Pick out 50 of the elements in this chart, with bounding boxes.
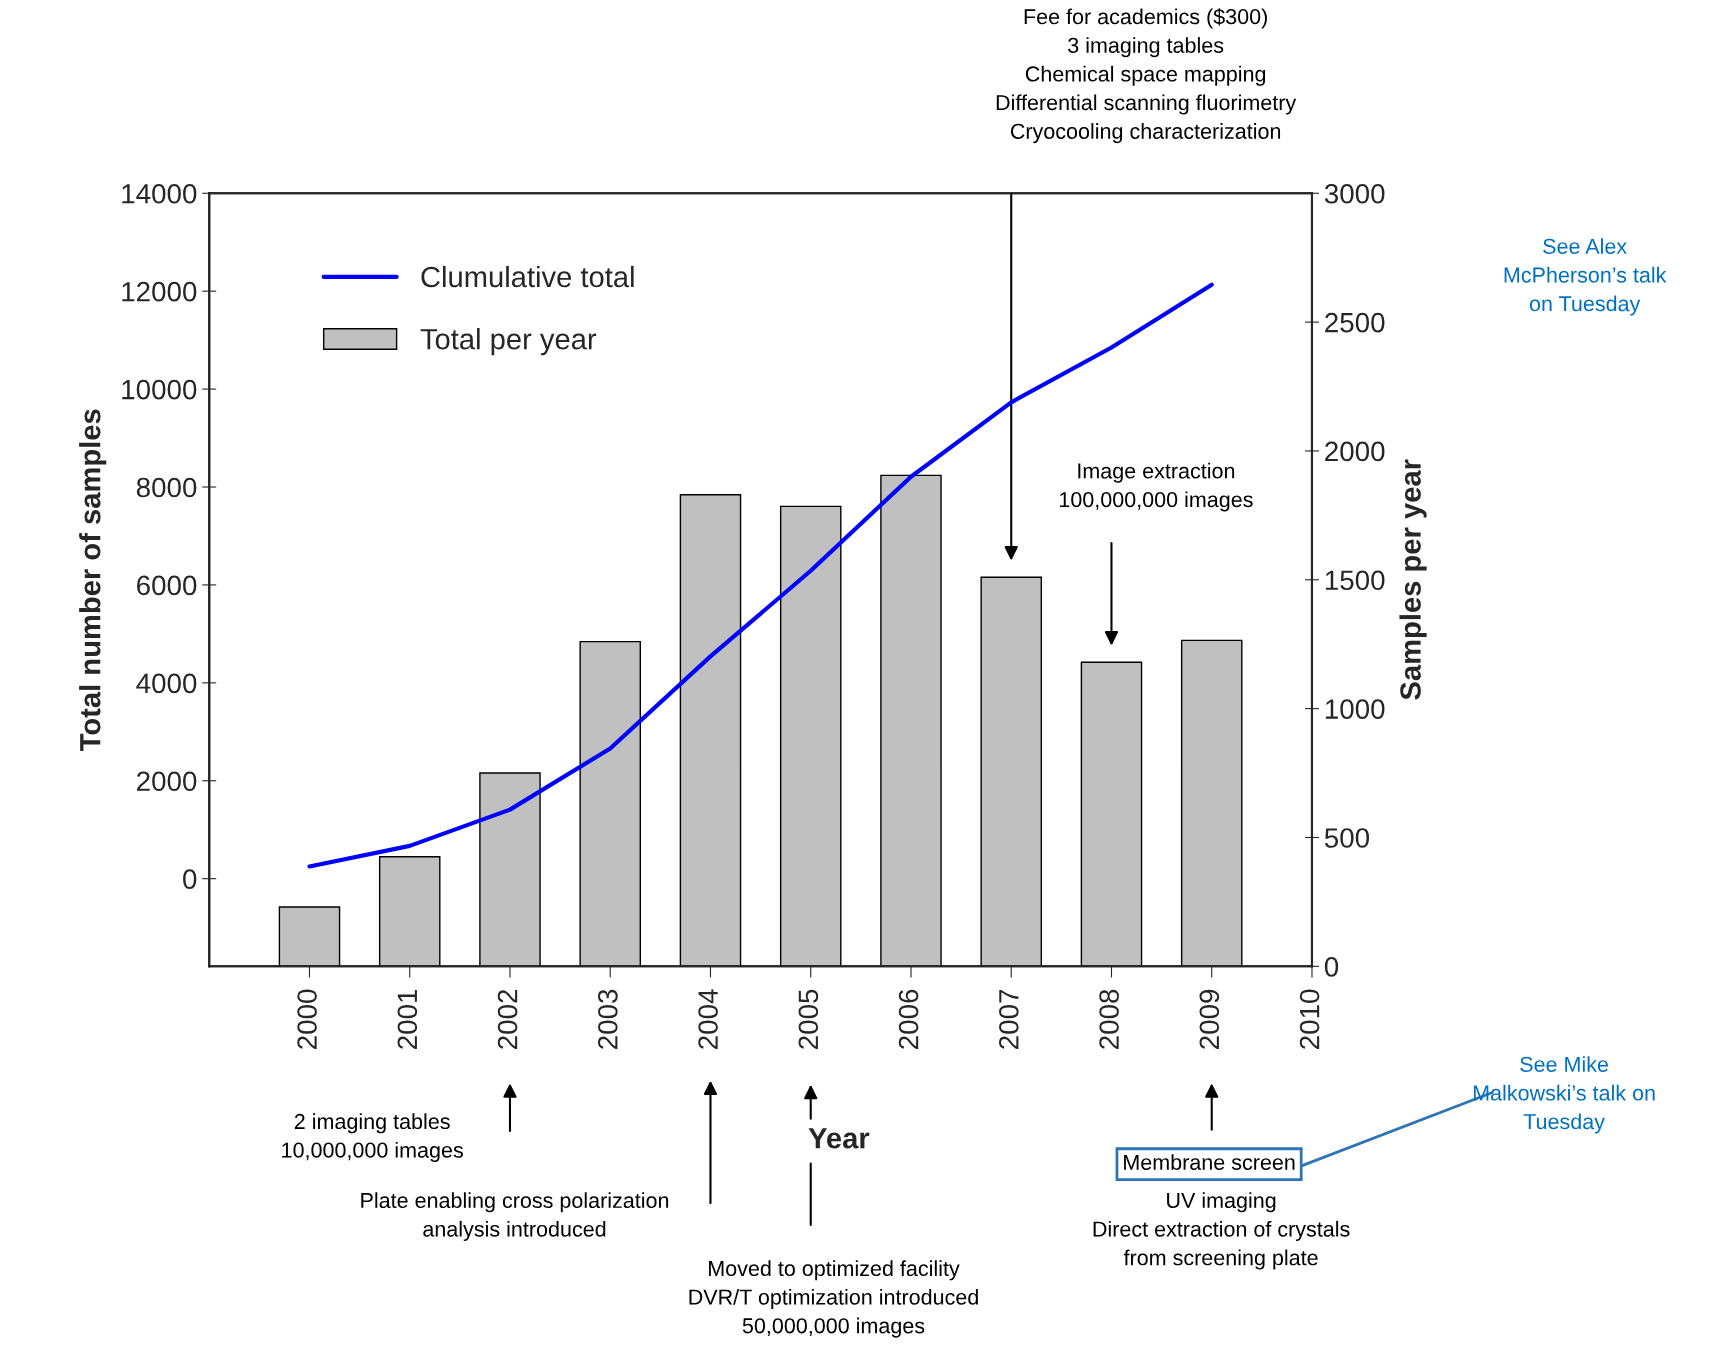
y-tick-label: 12000 [122,281,197,302]
x-axis-title: Year [808,1128,870,1149]
x-tick-label: 2001 [397,989,418,1049]
y-tick-label: 8000 [136,477,197,498]
x-tick-label: 2004 [698,989,718,1049]
text: See Alex McPherson’s talk on Tuesday [1504,238,1667,316]
text: 2 imaging tables 10,000,000 images [282,1113,463,1163]
y2-tick-label: 500 [1324,828,1370,848]
bar [1180,639,1243,967]
text: Fee for academics ($300) 3 imaging tables Chemical space mapping Differential scanning fluorimetry Cryocooling characterization [996,8,1297,144]
legend-label: Total per year [420,328,597,356]
y-tick-label: 6000 [137,575,197,596]
x-tick-label: 2007 [999,989,1019,1049]
text: See Mike Malkowski’s talk on Tuesday [1473,1056,1655,1134]
bar [980,576,1042,967]
y-tick-label: 4000 [136,673,197,694]
x-tick-label: 2006 [898,989,919,1049]
x-tick-label: 2002 [497,989,518,1049]
y-tick-label: 14000 [122,183,197,204]
y2-tick-label: 3000 [1324,183,1385,204]
x-tick-label: 2009 [1199,989,1220,1049]
legend-label: Clumulative total [421,265,634,288]
bar [378,856,441,967]
y-tick-label: 2000 [137,771,197,792]
y2-tick-label: 2000 [1325,441,1385,462]
y-tick-label: 10000 [122,379,197,400]
bar [779,505,842,967]
y2-axis-title: Samples per year [1399,459,1427,700]
x-tick-label: 2008 [1099,989,1119,1049]
bar [579,640,641,967]
bar [479,772,541,967]
y2-tick-label: 1500 [1325,570,1385,591]
y2-tick-label: 2500 [1325,312,1385,333]
y2-tick-label: 1000 [1325,699,1385,719]
y-axis-title: Total number of samples [79,409,107,751]
x-tick-label: 2000 [297,989,317,1049]
text: Membrane screen [1124,1154,1295,1170]
x-tick-label: 2005 [798,989,819,1049]
text: Moved to optimized facility DVR/T optimization introduced 50,000,000 images [689,1260,978,1338]
bar [1080,661,1143,967]
x-tick-label: 2003 [598,989,618,1049]
text: UV imaging Direct extraction of crystals from screening plate [1093,1192,1350,1270]
y2-tick-label: 0 [1324,956,1339,977]
bar [880,474,942,967]
text: Plate enabling cross polarization analysis introduced [361,1192,669,1241]
bar [278,906,341,967]
x-tick-label: 2010 [1299,989,1320,1049]
y-tick-label: 0 [183,869,197,890]
annotation: Image extraction 100,000,000 images [1060,462,1253,512]
bar [679,494,742,967]
